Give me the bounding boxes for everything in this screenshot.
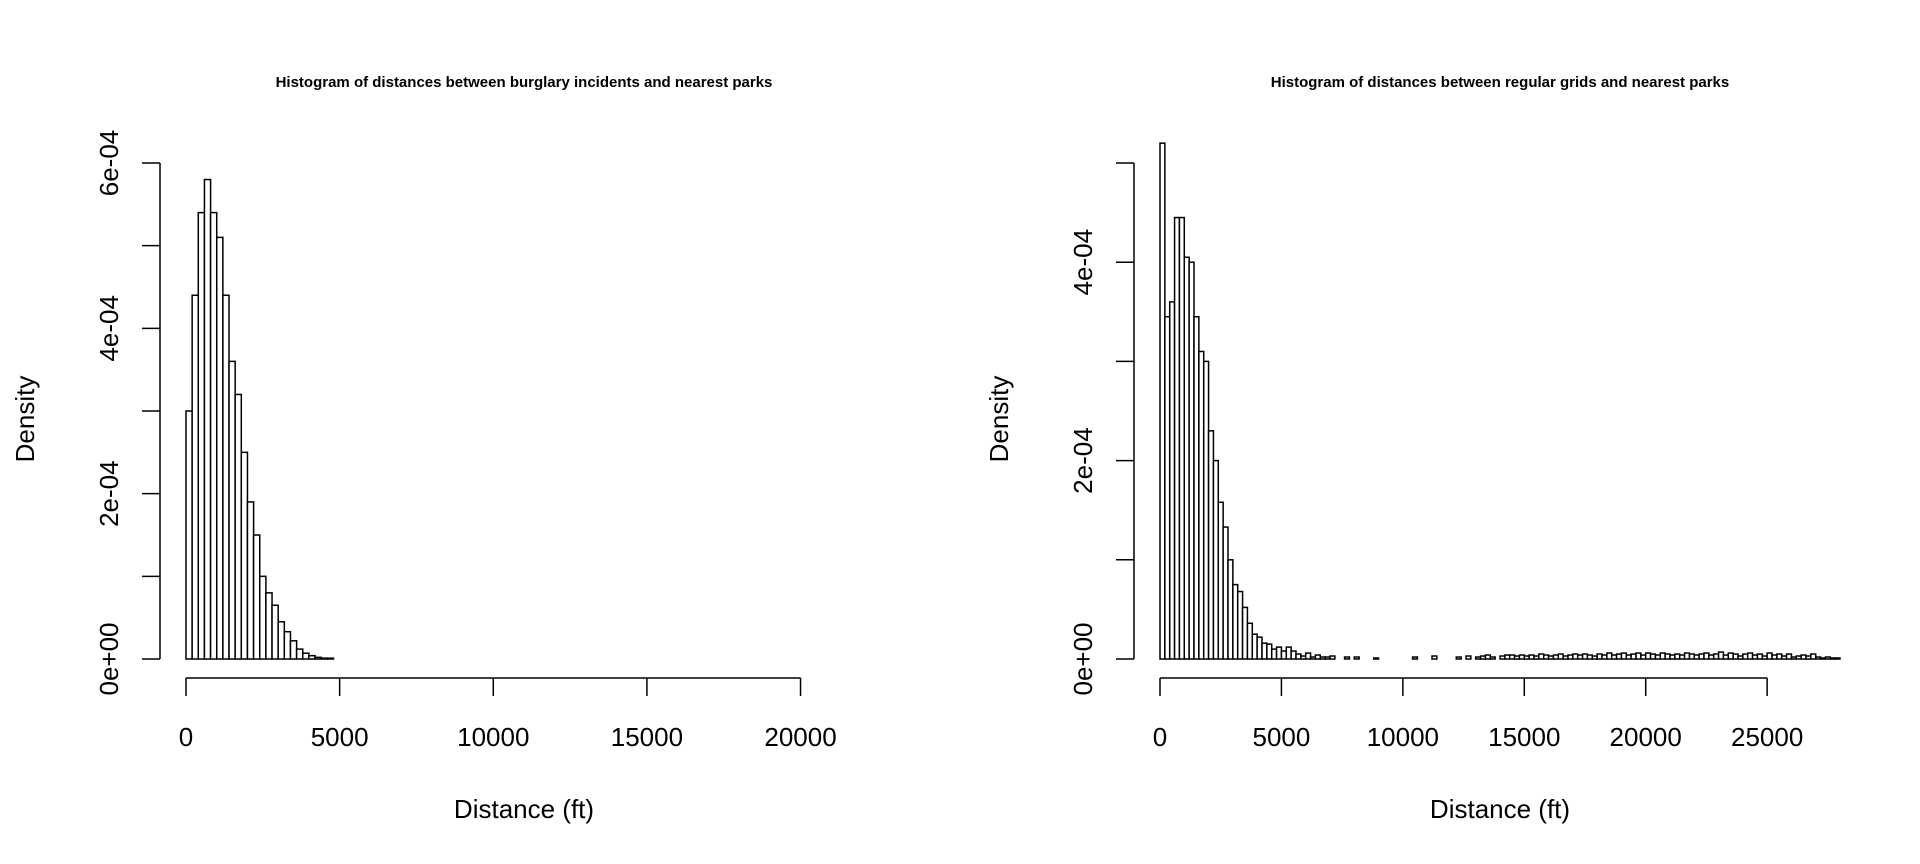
y-axis-title: Density	[10, 376, 40, 463]
histogram-bar	[302, 652, 310, 660]
x-tick-label: 20000	[764, 722, 836, 752]
histogram-bar	[1343, 656, 1351, 660]
x-tick-label: 10000	[457, 722, 529, 752]
y-axis: 0e+00 2e-04 4e-04	[1068, 162, 1135, 696]
histogram-bar	[289, 640, 298, 660]
x-tick-label: 20000	[1610, 722, 1682, 752]
histogram-bar	[265, 592, 273, 660]
y-tick-label: 0e+00	[1068, 622, 1098, 695]
histogram-bars	[185, 178, 335, 660]
histogram-bar	[277, 621, 286, 660]
histogram-bar	[234, 393, 243, 660]
histogram-panel-grids: Histogram of distances between regular g…	[984, 74, 1841, 824]
histogram-panel-burglary: Histogram of distances between burglary …	[10, 74, 837, 824]
histogram-bar	[1372, 657, 1380, 660]
x-tick-label: 15000	[611, 722, 683, 752]
histogram-bar	[252, 534, 261, 660]
x-tick-label: 5000	[1253, 722, 1311, 752]
histogram-bar	[1304, 652, 1312, 660]
y-tick-label: 2e-04	[1068, 427, 1098, 494]
y-tick-label: 2e-04	[94, 460, 124, 526]
histogram-bar	[1489, 656, 1496, 660]
x-tick-label: 10000	[1367, 722, 1439, 752]
histogram-bar	[1329, 655, 1336, 660]
y-tick-label: 6e-04	[94, 130, 124, 197]
histogram-bar	[1455, 656, 1462, 660]
histogram-bar	[320, 657, 329, 660]
histogram-bar	[308, 654, 316, 660]
histogram-bar	[246, 501, 255, 660]
histogram-bar	[197, 211, 206, 660]
histogram-bar	[1353, 656, 1360, 660]
chart-title: Histogram of distances between burglary …	[276, 74, 773, 91]
x-tick-label: 25000	[1731, 722, 1803, 752]
histogram-bar	[295, 648, 304, 660]
x-tick-label: 5000	[311, 722, 369, 752]
histogram-bars	[1159, 142, 1841, 660]
x-axis-title: Distance (ft)	[454, 794, 594, 824]
histogram-bar	[185, 410, 193, 660]
histogram-bar	[258, 575, 267, 660]
x-axis: 0 5000 10000 15000 20000 25000	[1153, 677, 1803, 752]
histogram-bar	[215, 236, 224, 660]
x-axis: 0 5000 10000 15000 20000	[179, 677, 837, 752]
y-tick-label: 4e-04	[94, 295, 124, 362]
histogram-bar	[1411, 656, 1419, 660]
x-tick-label: 15000	[1488, 722, 1560, 752]
histogram-bar	[203, 178, 212, 660]
chart-title: Histogram of distances between regular g…	[1271, 74, 1729, 91]
y-axis-title: Density	[984, 376, 1014, 463]
x-tick-label: 0	[1153, 722, 1167, 752]
histogram-bar	[228, 360, 236, 660]
histogram-bar	[1431, 655, 1438, 660]
y-tick-label: 0e+00	[94, 622, 124, 695]
histogram-bar	[209, 211, 218, 660]
histogram-bar	[1834, 657, 1841, 660]
y-tick-label: 4e-04	[1068, 229, 1098, 296]
histogram-bar	[1465, 655, 1472, 660]
histogram-bar	[271, 604, 279, 660]
histogram-bar	[326, 657, 335, 660]
histogram-bar	[222, 294, 230, 660]
y-axis: 0e+00 2e-04 4e-04 6e-04	[94, 130, 161, 696]
histogram-bar	[314, 656, 322, 660]
x-tick-label: 0	[179, 722, 193, 752]
histogram-bar	[240, 451, 249, 660]
x-axis-title: Distance (ft)	[1430, 794, 1570, 824]
histogram-bar	[191, 294, 200, 660]
histogram-bar	[283, 630, 292, 660]
